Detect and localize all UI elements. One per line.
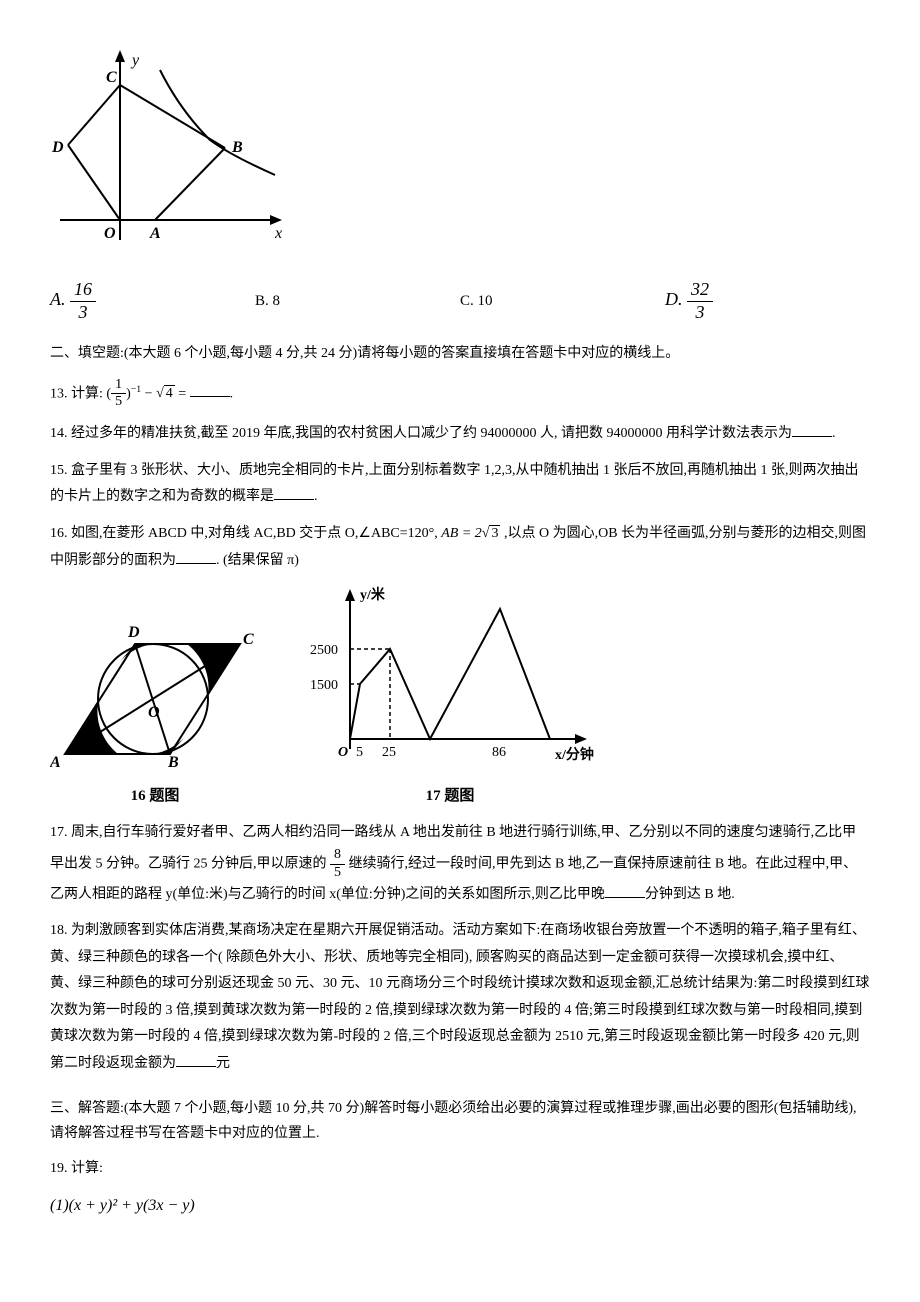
q12-options: A. 163 B. 8 C. 10 D. 323: [50, 279, 870, 323]
figure17-svg: y/米 x/分钟 2500 1500 O 5 25 86: [300, 584, 600, 769]
figure-q12-svg: y x O A B C D: [50, 40, 290, 250]
figure-q12: y x O A B C D: [50, 40, 870, 259]
svg-text:O: O: [338, 745, 348, 760]
q14-text: 14. 经过多年的精准扶贫,截至 2019 年底,我国的农村贫困人口减少了约 9…: [50, 426, 792, 441]
svg-text:O: O: [104, 225, 116, 242]
figure16-svg: A B C D O: [50, 619, 260, 769]
svg-text:x: x: [274, 225, 282, 242]
option-d: D. 323: [665, 279, 870, 323]
svg-text:O: O: [148, 704, 160, 721]
option-c: C. 10: [460, 288, 665, 315]
svg-text:C: C: [106, 69, 117, 86]
section2-header: 二、填空题:(本大题 6 个小题,每小题 4 分,共 24 分)请将每小题的答案…: [50, 341, 870, 366]
q16-blank: [176, 550, 216, 564]
svg-text:1500: 1500: [310, 678, 338, 693]
q17: 17. 周末,自行车骑行爱好者甲、乙两人相约沿同一路线从 A 地出发前往 B 地…: [50, 820, 870, 908]
q19: 19. 计算: (1)(x + y)² + y(3x − y): [50, 1156, 870, 1221]
svg-text:2500: 2500: [310, 643, 338, 658]
q19-expr: (1)(x + y)² + y(3x − y): [50, 1191, 870, 1221]
q13-label: 13. 计算:: [50, 386, 103, 401]
q14: 14. 经过多年的精准扶贫,截至 2019 年底,我国的农村贫困人口减少了约 9…: [50, 421, 870, 448]
q13-blank: [190, 383, 230, 397]
svg-text:y: y: [130, 52, 140, 69]
svg-text:D: D: [127, 624, 140, 641]
q17-blank: [605, 884, 645, 898]
figure17-block: y/米 x/分钟 2500 1500 O 5 25 86 17 题图: [300, 584, 600, 810]
svg-text:D: D: [51, 139, 64, 156]
figure17-caption: 17 题图: [300, 783, 600, 810]
q18-text-a: 18. 为刺激顾客到实体店消费,某商场决定在星期六开展促销活动。活动方案如下:在…: [50, 923, 869, 1071]
svg-text:x/分钟: x/分钟: [555, 746, 594, 763]
figures-row: A B C D O 16 题图 y/米 x/分钟 2500 1500: [50, 584, 870, 810]
svg-text:5: 5: [356, 745, 363, 760]
section3-header: 三、解答题:(本大题 7 个小题,每小题 10 分,共 70 分)解答时每小题必…: [50, 1096, 870, 1146]
q19-label: 19. 计算:: [50, 1156, 870, 1183]
q13: 13. 计算: (15)−1 − 4 = .: [50, 377, 870, 412]
svg-text:C: C: [243, 631, 254, 648]
q15-text: 15. 盒子里有 3 张形状、大小、质地完全相同的卡片,上面分别标着数字 1,2…: [50, 463, 859, 505]
option-a: A. 163: [50, 279, 255, 323]
q14-blank: [792, 423, 832, 437]
svg-text:86: 86: [492, 745, 506, 760]
q18-blank: [176, 1053, 216, 1067]
q15: 15. 盒子里有 3 张形状、大小、质地完全相同的卡片,上面分别标着数字 1,2…: [50, 458, 870, 511]
svg-text:y/米: y/米: [360, 586, 386, 603]
svg-text:A: A: [149, 225, 161, 242]
q16-text-pre: 16. 如图,在菱形 ABCD 中,对角线 AC,BD 交于点 O,∠ABC=1…: [50, 526, 438, 541]
figure16-caption: 16 题图: [50, 783, 260, 810]
q18: 18. 为刺激顾客到实体店消费,某商场决定在星期六开展促销活动。活动方案如下:在…: [50, 918, 870, 1078]
figure16-block: A B C D O 16 题图: [50, 619, 260, 810]
svg-text:B: B: [231, 139, 243, 156]
svg-text:25: 25: [382, 745, 396, 760]
svg-text:A: A: [50, 754, 61, 769]
q15-blank: [274, 486, 314, 500]
option-b: B. 8: [255, 288, 460, 315]
q16: 16. 如图,在菱形 ABCD 中,对角线 AC,BD 交于点 O,∠ABC=1…: [50, 521, 870, 574]
svg-text:B: B: [167, 754, 179, 769]
